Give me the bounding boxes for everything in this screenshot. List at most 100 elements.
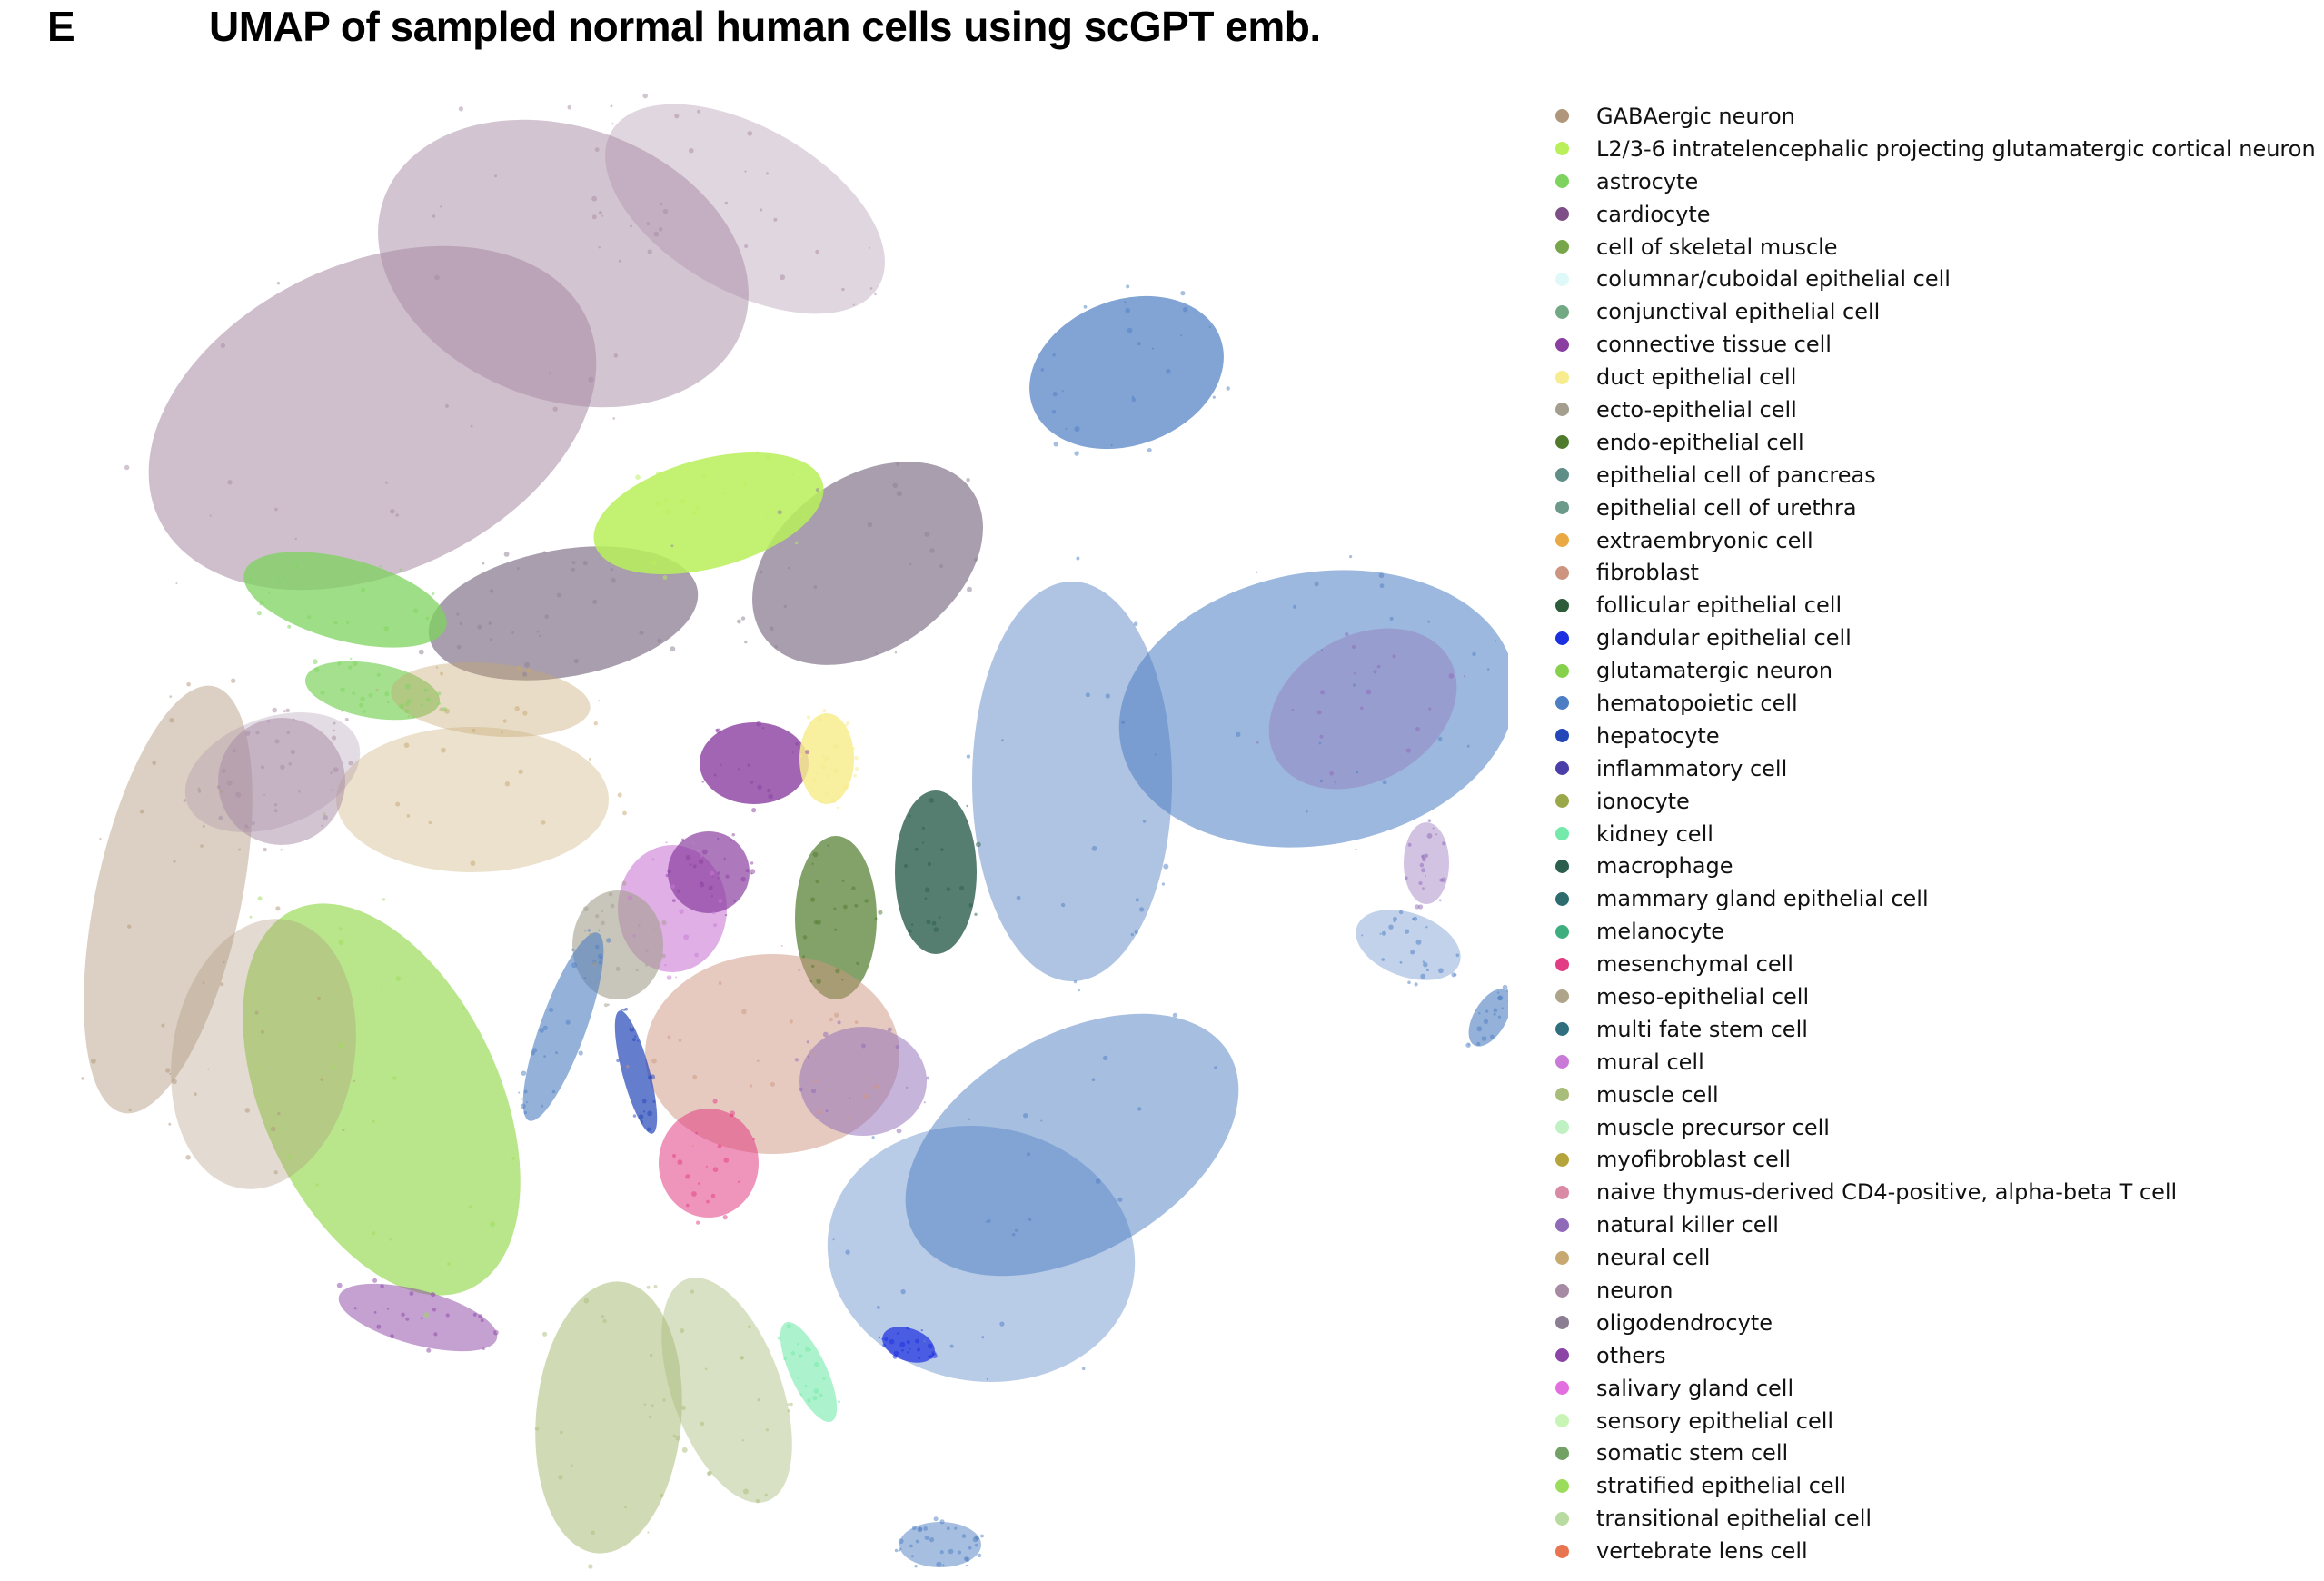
scatter-point	[202, 825, 205, 828]
scatter-point	[1065, 427, 1068, 430]
scatter-point	[664, 498, 669, 502]
legend-item: muscle precursor cell	[1544, 1111, 2317, 1144]
scatter-point	[791, 751, 794, 754]
scatter-point	[923, 1526, 928, 1531]
scatter-point	[490, 1221, 496, 1228]
scatter-point	[707, 1470, 712, 1476]
scatter-point	[958, 885, 965, 891]
scatter-point	[843, 784, 849, 790]
scatter-point	[661, 953, 666, 959]
scatter-point	[1051, 410, 1057, 414]
scatter-point	[670, 544, 674, 548]
scatter-point	[834, 1012, 839, 1018]
scatter-point	[646, 1285, 651, 1289]
scatter-point	[825, 774, 829, 778]
scatter-point	[312, 659, 318, 665]
scatter-point	[1415, 939, 1422, 945]
scatter-point	[698, 859, 704, 864]
scatter-point	[843, 904, 848, 910]
legend-item: glutamatergic neuron	[1544, 654, 2317, 687]
scatter-point	[352, 691, 356, 695]
scatter-point	[603, 1003, 609, 1008]
scatter-point	[878, 910, 883, 915]
scatter-point	[293, 718, 295, 721]
scatter-point	[386, 1308, 390, 1310]
scatter-point	[1463, 675, 1466, 678]
scatter-point	[909, 562, 912, 566]
scatter-point	[794, 1058, 799, 1062]
scatter-point	[799, 754, 803, 758]
scatter-point	[751, 808, 757, 813]
scatter-point	[712, 1099, 718, 1104]
scatter-point	[1502, 984, 1508, 990]
scatter-point	[706, 1199, 710, 1204]
scatter-point	[936, 1561, 942, 1567]
scatter-point	[1422, 887, 1425, 890]
scatter-point	[820, 764, 826, 770]
scatter-point	[544, 614, 549, 619]
scatter-point	[1127, 327, 1133, 333]
scatter-point	[1501, 1007, 1505, 1010]
scatter-point	[718, 981, 722, 985]
legend-item: epithelial cell of pancreas	[1544, 459, 2317, 492]
scatter-point	[1105, 693, 1110, 699]
scatter-point	[598, 960, 603, 965]
scatter-point	[1078, 989, 1080, 991]
scatter-point	[882, 1344, 886, 1347]
scatter-point	[275, 906, 281, 911]
scatter-point	[1495, 640, 1497, 642]
scatter-point	[598, 700, 601, 701]
scatter-point	[737, 619, 741, 624]
scatter-point	[598, 211, 603, 215]
scatter-point	[1147, 448, 1152, 452]
scatter-point	[929, 548, 935, 553]
scatter-point	[807, 1398, 811, 1403]
scatter-point	[630, 224, 632, 228]
scatter-point	[601, 920, 605, 926]
scatter-point	[805, 1347, 810, 1352]
legend-label: neural cell	[1596, 1245, 1711, 1271]
scatter-point	[674, 114, 680, 119]
scatter-point	[395, 513, 400, 517]
scatter-point	[591, 195, 597, 202]
legend-label: mural cell	[1596, 1049, 1704, 1075]
scatter-point	[470, 424, 473, 428]
scatter-point	[482, 1347, 485, 1350]
scatter-point	[501, 731, 503, 734]
scatter-point	[854, 903, 859, 908]
scatter-point	[333, 621, 338, 625]
scatter-point	[704, 1367, 708, 1371]
scatter-point	[780, 274, 786, 281]
scatter-point	[641, 1099, 647, 1104]
scatter-point	[841, 979, 844, 981]
scatter-point	[737, 768, 740, 771]
scatter-point	[287, 624, 292, 629]
scatter-point	[712, 911, 716, 915]
scatter-point	[648, 1075, 653, 1080]
scatter-point	[671, 899, 676, 902]
scatter-point	[974, 912, 978, 916]
scatter-point	[621, 880, 627, 886]
scatter-point	[382, 898, 386, 901]
scatter-point	[985, 1220, 988, 1223]
scatter-point	[647, 1531, 650, 1534]
cluster-hematopoietic-cell	[1029, 295, 1224, 450]
legend-label: columnar/cuboidal epithelial cell	[1596, 266, 1951, 293]
scatter-point	[894, 1548, 899, 1553]
scatter-point	[549, 372, 552, 375]
scatter-point	[846, 1116, 849, 1119]
scatter-point	[745, 500, 748, 502]
scatter-point	[541, 1104, 543, 1108]
scatter-point	[578, 1050, 583, 1056]
legend-item: connective tissue cell	[1544, 328, 2317, 361]
scatter-point	[1074, 426, 1080, 433]
scatter-point	[573, 658, 579, 664]
scatter-point	[1102, 1055, 1108, 1061]
legend-label: myofibroblast cell	[1596, 1147, 1792, 1173]
scatter-point	[1472, 651, 1476, 657]
scatter-point	[274, 507, 278, 512]
scatter-point	[841, 880, 845, 882]
scatter-point	[713, 923, 717, 928]
scatter-point	[1130, 932, 1135, 937]
scatter-point	[659, 202, 663, 206]
